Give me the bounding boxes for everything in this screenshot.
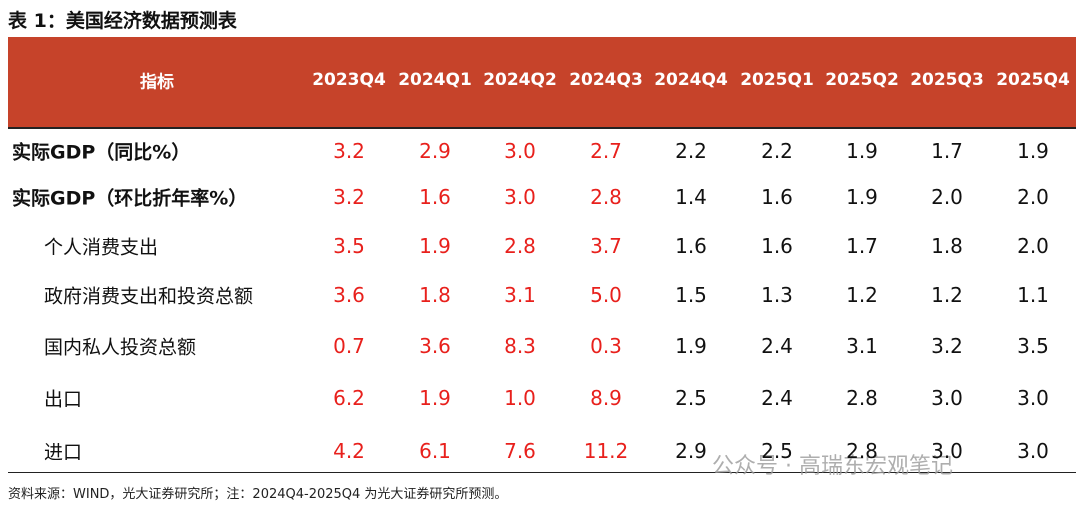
value-cell: 1.9 [419,386,451,410]
value-cell: 0.3 [590,334,622,358]
value-cell: 3.6 [419,334,451,358]
value-cell: 1.5 [675,283,707,307]
value-cell: 2.8 [590,185,622,209]
value-cell: 1.3 [761,283,793,307]
value-cell: 3.1 [504,283,536,307]
value-cell: 1.1 [1017,283,1049,307]
value-cell: 11.2 [583,439,629,463]
header-cell: 2024Q1 [398,70,472,90]
value-cell: 2.2 [675,139,707,163]
row-label: 政府消费支出和投资总额 [44,285,254,308]
table-title: 表 1：美国经济数据预测表 [8,10,237,32]
header-cell: 2024Q2 [483,70,557,90]
row-label: 实际GDP（环比折年率%） [12,187,248,210]
value-cell: 3.6 [333,283,365,307]
value-cell: 2.0 [1017,185,1049,209]
row-label: 实际GDP（同比%） [12,141,191,164]
value-cell: 4.2 [333,439,365,463]
header-cell: 2024Q4 [654,70,728,90]
value-cell: 3.5 [1017,334,1049,358]
value-cell: 3.5 [333,234,365,258]
value-cell: 1.0 [504,386,536,410]
value-cell: 3.0 [504,185,536,209]
value-cell: 2.7 [590,139,622,163]
value-cell: 1.6 [761,185,793,209]
header-cell: 2025Q4 [996,70,1070,90]
value-cell: 1.9 [675,334,707,358]
value-cell: 1.9 [846,139,878,163]
source-note: 资料来源：WIND，光大证券研究所；注：2024Q4-2025Q4 为光大证券研… [8,487,508,502]
value-cell: 3.2 [931,334,963,358]
value-cell: 3.0 [1017,439,1049,463]
value-cell: 1.7 [846,234,878,258]
row-label: 个人消费支出 [44,236,159,259]
value-cell: 3.0 [504,139,536,163]
value-cell: 2.8 [504,234,536,258]
value-cell: 3.0 [931,386,963,410]
value-cell: 2.9 [675,439,707,463]
value-cell: 2.2 [761,139,793,163]
watermark: 公众号 · 高瑞东宏观笔记 [712,454,953,479]
value-cell: 2.9 [419,139,451,163]
value-cell: 1.2 [846,283,878,307]
value-cell: 1.6 [675,234,707,258]
value-cell: 6.2 [333,386,365,410]
value-cell: 2.8 [846,439,878,463]
row-label: 进口 [44,441,83,464]
header-band [8,37,1076,129]
value-cell: 2.5 [761,439,793,463]
value-cell: 1.8 [931,234,963,258]
value-cell: 2.8 [846,386,878,410]
value-cell: 3.0 [931,439,963,463]
header-cell: 2025Q3 [910,70,984,90]
value-cell: 1.4 [675,185,707,209]
value-cell: 0.7 [333,334,365,358]
row-label: 国内私人投资总额 [44,336,197,359]
value-cell: 2.0 [1017,234,1049,258]
header-cell: 2025Q1 [740,70,814,90]
header-cell: 2024Q3 [569,70,643,90]
bottom-rule [8,472,1076,473]
value-cell: 8.9 [590,386,622,410]
header-cell: 指标 [140,72,174,93]
value-cell: 2.4 [761,334,793,358]
value-cell: 1.7 [931,139,963,163]
value-cell: 1.6 [419,185,451,209]
value-cell: 1.9 [1017,139,1049,163]
value-cell: 2.5 [675,386,707,410]
value-cell: 1.9 [419,234,451,258]
value-cell: 3.0 [1017,386,1049,410]
header-cell: 2025Q2 [825,70,899,90]
value-cell: 5.0 [590,283,622,307]
header-cell: 2023Q4 [312,70,386,90]
value-cell: 6.1 [419,439,451,463]
value-cell: 1.8 [419,283,451,307]
value-cell: 2.0 [931,185,963,209]
row-label: 出口 [44,388,83,411]
value-cell: 3.2 [333,139,365,163]
value-cell: 1.2 [931,283,963,307]
value-cell: 1.9 [846,185,878,209]
value-cell: 1.6 [761,234,793,258]
value-cell: 8.3 [504,334,536,358]
value-cell: 3.1 [846,334,878,358]
value-cell: 3.2 [333,185,365,209]
value-cell: 7.6 [504,439,536,463]
value-cell: 2.4 [761,386,793,410]
value-cell: 3.7 [590,234,622,258]
